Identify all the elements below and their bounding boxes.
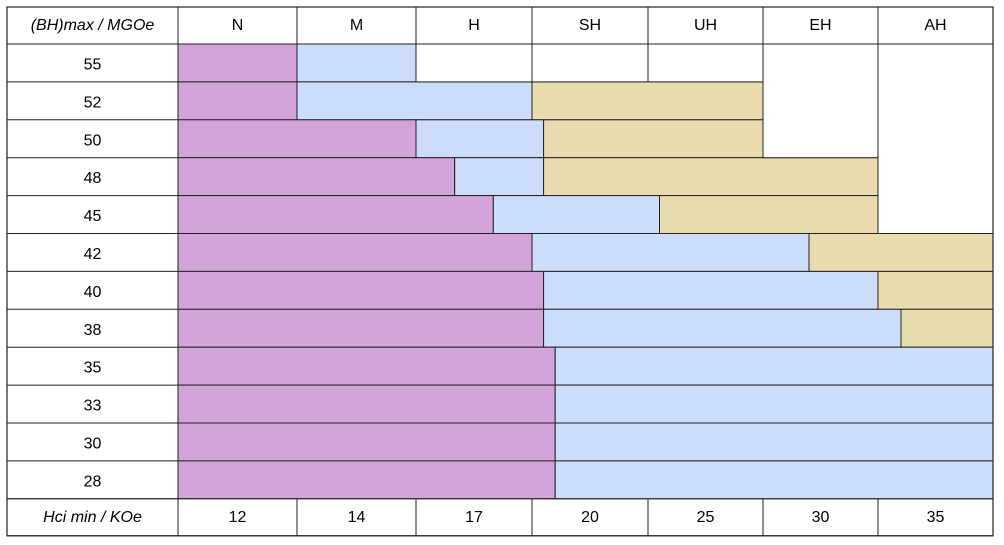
hci-value-m: 14 bbox=[348, 509, 366, 526]
hci-value-eh: 30 bbox=[812, 509, 830, 526]
band-38-h bbox=[900, 308, 994, 348]
empty-cell-55-eh bbox=[762, 43, 879, 159]
hci-value-uh: 25 bbox=[697, 509, 715, 526]
hci-value-h: 17 bbox=[465, 509, 483, 526]
band-35-n bbox=[177, 346, 556, 386]
band-48-h bbox=[543, 157, 879, 197]
grade-header-h: H bbox=[468, 17, 480, 34]
band-50-h bbox=[543, 119, 764, 159]
empty-cell-55-sh bbox=[531, 43, 649, 83]
bhmax-label-30: 30 bbox=[84, 435, 102, 452]
band-30-m bbox=[554, 422, 994, 462]
grade-header-m: M bbox=[350, 17, 363, 34]
band-45-n bbox=[177, 195, 494, 235]
footer-label: Hci min / KOe bbox=[43, 509, 142, 526]
band-48-m bbox=[454, 157, 545, 197]
bhmax-label-40: 40 bbox=[84, 284, 102, 301]
band-35-m bbox=[554, 346, 994, 386]
table-outline bbox=[6, 6, 994, 537]
bhmax-label-38: 38 bbox=[84, 322, 102, 339]
hci-value-ah: 35 bbox=[927, 509, 945, 526]
band-55-m bbox=[296, 43, 417, 83]
band-52-n bbox=[177, 81, 298, 121]
bhmax-label-50: 50 bbox=[84, 132, 102, 149]
band-30-n bbox=[177, 422, 556, 462]
band-33-m bbox=[554, 384, 994, 424]
bhmax-label-45: 45 bbox=[84, 208, 102, 225]
grade-header-uh: UH bbox=[694, 17, 717, 34]
band-38-m bbox=[543, 308, 902, 348]
band-42-h bbox=[808, 233, 994, 272]
band-45-h bbox=[659, 195, 879, 235]
hci-value-sh: 20 bbox=[581, 509, 599, 526]
bhmax-label-52: 52 bbox=[84, 94, 102, 111]
hci-value-n: 12 bbox=[229, 509, 247, 526]
bhmax-label-48: 48 bbox=[84, 170, 102, 187]
bhmax-label-55: 55 bbox=[84, 56, 102, 73]
band-38-n bbox=[177, 308, 545, 348]
bhmax-label-42: 42 bbox=[84, 246, 102, 263]
band-48-n bbox=[177, 157, 456, 197]
grade-header-n: N bbox=[232, 17, 244, 34]
empty-cell-55-uh bbox=[647, 43, 764, 83]
bhmax-label-28: 28 bbox=[84, 473, 102, 490]
bhmax-label-35: 35 bbox=[84, 360, 102, 377]
band-28-m bbox=[554, 460, 994, 500]
band-40-m bbox=[543, 270, 879, 310]
band-50-n bbox=[177, 119, 417, 159]
band-28-n bbox=[177, 460, 556, 500]
grade-header-sh: SH bbox=[579, 17, 601, 34]
band-45-m bbox=[492, 195, 661, 235]
band-33-n bbox=[177, 384, 556, 424]
empty-cell-55-h bbox=[415, 43, 533, 83]
empty-cell-55-ah bbox=[877, 43, 994, 234]
grade-header-ah: AH bbox=[924, 17, 946, 34]
header-label: (BH)max / MGOe bbox=[31, 17, 155, 34]
band-52-m bbox=[296, 81, 533, 121]
band-52-h bbox=[531, 81, 764, 121]
band-55-n bbox=[177, 43, 298, 83]
band-40-h bbox=[877, 270, 994, 310]
band-42-n bbox=[177, 233, 533, 272]
grade-header-eh: EH bbox=[809, 17, 831, 34]
band-50-m bbox=[415, 119, 545, 159]
band-40-n bbox=[177, 270, 545, 310]
band-42-m bbox=[531, 233, 810, 272]
bhmax-label-33: 33 bbox=[84, 398, 102, 415]
